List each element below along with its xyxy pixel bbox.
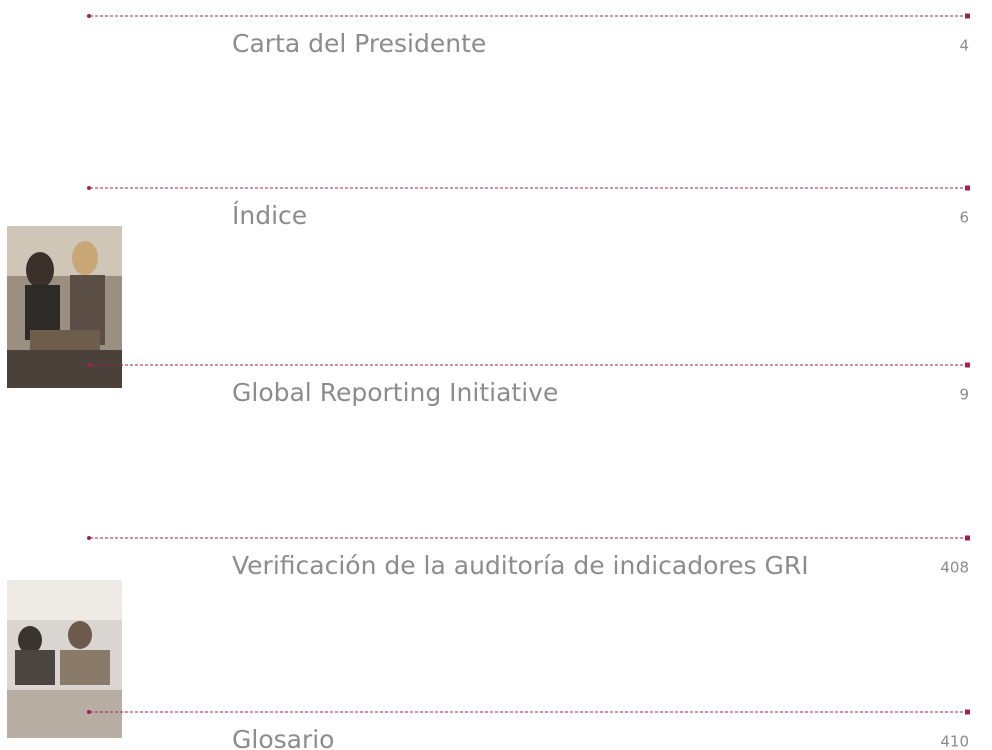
- divider-square: [965, 536, 970, 541]
- divider-dot: [87, 363, 91, 367]
- table-of-contents: Carta del Presidente 4 Índice 6 Global Repor…: [0, 0, 992, 750]
- photo: [7, 226, 122, 388]
- divider-dot: [87, 14, 91, 18]
- entry-title: Índice: [232, 201, 307, 230]
- entry-title: Global Reporting Initiative: [232, 378, 558, 407]
- divider-square: [965, 14, 970, 19]
- divider-square: [965, 710, 970, 715]
- entry-title: Verificación de la auditoría de indicado…: [232, 551, 809, 580]
- entry-page: 410: [940, 733, 969, 750]
- entry-title: Glosario: [232, 725, 334, 750]
- photo: [7, 580, 122, 738]
- entry-page: 9: [959, 386, 969, 404]
- page: Carta del Presidente 4 Índice 6 Global Repor…: [0, 0, 992, 750]
- divider-dot: [87, 536, 91, 540]
- divider-square: [965, 363, 970, 368]
- entry-page: 6: [959, 209, 969, 227]
- entry-page: 408: [940, 559, 969, 577]
- divider-dot: [87, 186, 91, 190]
- entry-page: 4: [959, 37, 969, 55]
- divider-square: [965, 186, 970, 191]
- divider-dot: [87, 710, 91, 714]
- entry-title: Carta del Presidente: [232, 29, 486, 58]
